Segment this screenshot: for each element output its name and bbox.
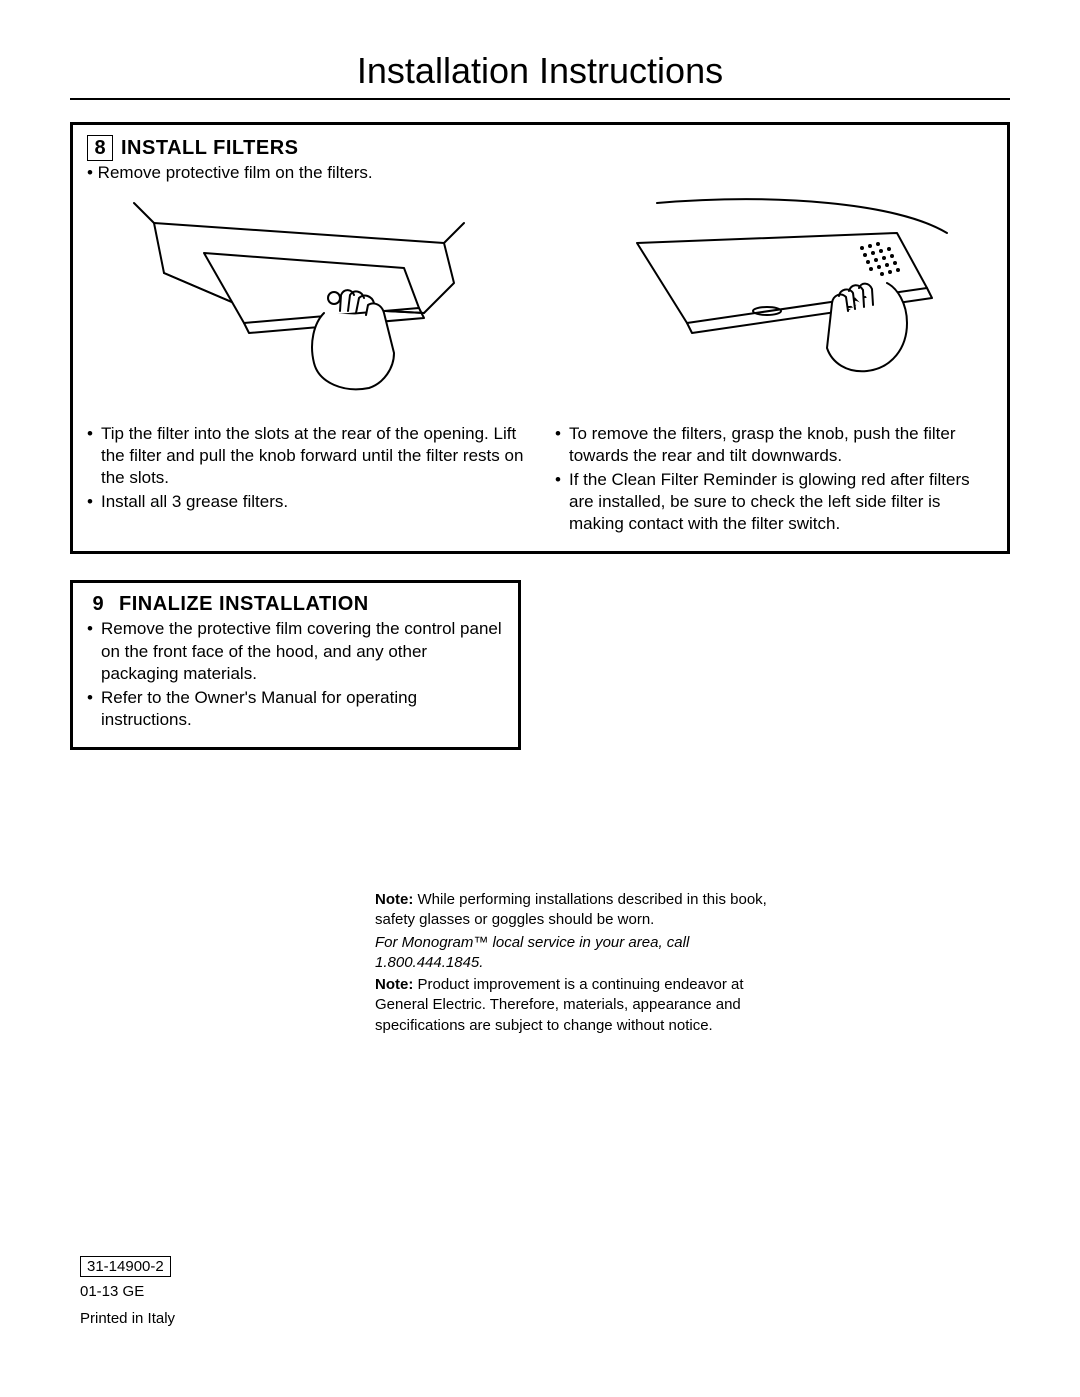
step9-wrap: 9 FINALIZE INSTALLATION Remove the prote…: [70, 580, 521, 749]
filter-install-illustration-left: [87, 193, 520, 403]
footer: 31-14900-2 01-13 GE Printed in Italy: [80, 1256, 175, 1337]
note2-text: Product improvement is a continuing ende…: [375, 976, 744, 1034]
note1: Note: While performing installations des…: [375, 890, 775, 931]
note2-label: Note:: [375, 976, 413, 993]
step8-header: 8 INSTALL FILTERS: [87, 135, 993, 161]
note1-text: While performing installations described…: [375, 891, 767, 928]
filter-install-illustration-right: [560, 193, 993, 403]
filter-secure-icon: [597, 193, 957, 383]
step8-title: INSTALL FILTERS: [121, 137, 299, 160]
list-item: To remove the filters, grasp the knob, p…: [555, 423, 993, 467]
service-line: For Monogram™ local service in your area…: [375, 933, 775, 974]
date-code: 01-13 GE: [80, 1283, 175, 1300]
list-item: Tip the filter into the slots at the rea…: [87, 423, 525, 489]
document-number: 31-14900-2: [80, 1256, 171, 1277]
note2: Note: Product improvement is a continuin…: [375, 975, 775, 1036]
step8-right-bullets: To remove the filters, grasp the knob, p…: [555, 423, 993, 535]
step9-bullets: Remove the protective film covering the …: [87, 618, 504, 730]
step9-box: 9 FINALIZE INSTALLATION Remove the prote…: [70, 580, 521, 749]
list-item: Refer to the Owner's Manual for operatin…: [87, 687, 504, 731]
step9-title: FINALIZE INSTALLATION: [119, 593, 369, 616]
note1-label: Note:: [375, 891, 413, 908]
list-item: If the Clean Filter Reminder is glowing …: [555, 469, 993, 535]
list-item: Install all 3 grease filters.: [87, 491, 525, 513]
print-origin: Printed in Italy: [80, 1310, 175, 1327]
step8-left-col: Tip the filter into the slots at the rea…: [87, 423, 525, 537]
step8-illustrations: [87, 193, 993, 403]
step8-number: 8: [87, 135, 113, 161]
filter-insert-icon: [124, 193, 484, 403]
list-item: Remove the protective film covering the …: [87, 618, 504, 684]
step8-box: 8 INSTALL FILTERS • Remove protective fi…: [70, 122, 1010, 554]
step8-columns: Tip the filter into the slots at the rea…: [87, 423, 993, 537]
step9-number: 9: [87, 593, 109, 616]
step8-intro: • Remove protective film on the filters.: [87, 163, 993, 183]
notes-block: Note: While performing installations des…: [375, 890, 775, 1038]
page-title: Installation Instructions: [70, 50, 1010, 100]
step8-left-bullets: Tip the filter into the slots at the rea…: [87, 423, 525, 513]
step8-right-col: To remove the filters, grasp the knob, p…: [555, 423, 993, 537]
step9-header: 9 FINALIZE INSTALLATION: [87, 593, 504, 616]
